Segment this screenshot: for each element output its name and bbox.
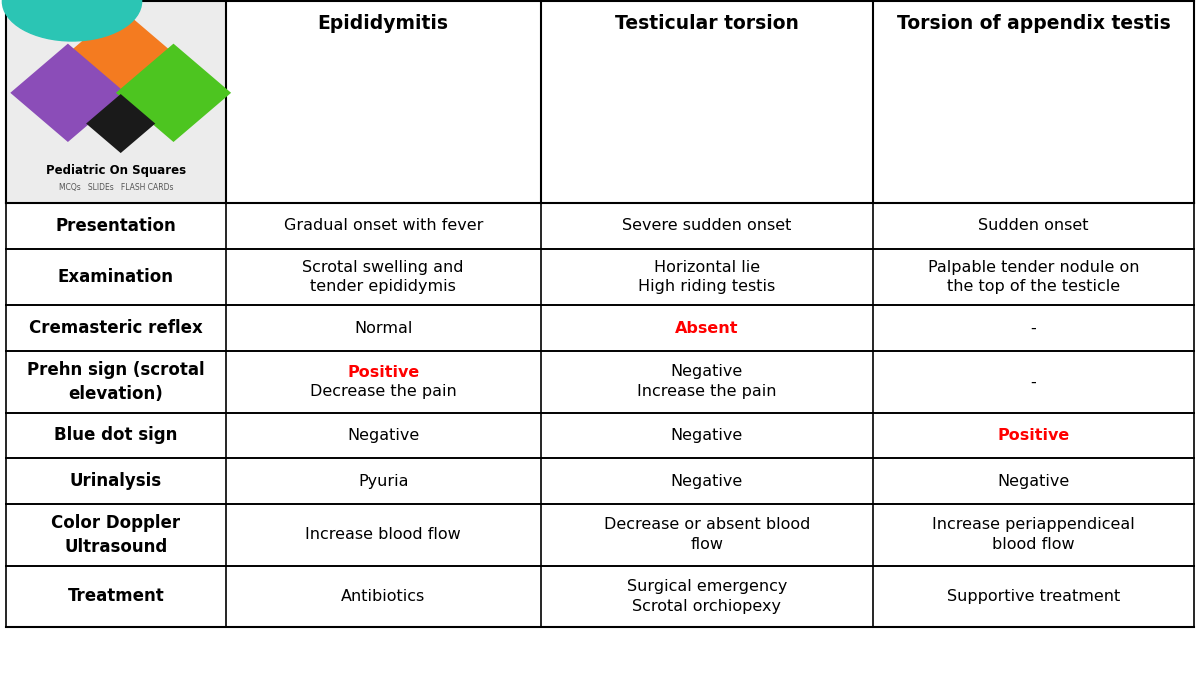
Polygon shape — [116, 44, 232, 142]
Polygon shape — [86, 94, 155, 153]
Text: Epididymitis: Epididymitis — [318, 14, 449, 33]
Text: Decrease or absent blood
flow: Decrease or absent blood flow — [604, 518, 810, 552]
Text: Palpable tender nodule on
the top of the testicle: Palpable tender nodule on the top of the… — [928, 260, 1139, 294]
Text: Negative
Increase the pain: Negative Increase the pain — [637, 365, 776, 399]
Text: Normal: Normal — [354, 321, 413, 335]
Text: Prehn sign (scrotal
elevation): Prehn sign (scrotal elevation) — [28, 361, 205, 402]
Text: Antibiotics: Antibiotics — [341, 589, 425, 604]
Polygon shape — [11, 44, 126, 142]
Text: Testicular torsion: Testicular torsion — [614, 14, 799, 33]
Text: Cremasteric reflex: Cremasteric reflex — [29, 319, 203, 337]
Text: Negative: Negative — [671, 474, 743, 488]
Text: Absent: Absent — [676, 321, 739, 335]
Text: Decrease the pain: Decrease the pain — [310, 384, 456, 399]
Text: Blue dot sign: Blue dot sign — [54, 426, 178, 445]
Text: -: - — [1031, 374, 1037, 389]
Text: Torsion of appendix testis: Torsion of appendix testis — [896, 14, 1170, 33]
Text: Scrotal swelling and
tender epididymis: Scrotal swelling and tender epididymis — [302, 260, 464, 294]
Text: Sudden onset: Sudden onset — [978, 219, 1088, 233]
Text: Urinalysis: Urinalysis — [70, 472, 162, 490]
Text: Negative: Negative — [671, 428, 743, 443]
Text: Increase periappendiceal
blood flow: Increase periappendiceal blood flow — [932, 518, 1135, 552]
Text: Horizontal lie
High riding testis: Horizontal lie High riding testis — [638, 260, 775, 294]
Text: Pediatric On Squares: Pediatric On Squares — [46, 163, 186, 177]
Text: Increase blood flow: Increase blood flow — [305, 527, 461, 542]
Text: Positive: Positive — [347, 365, 419, 380]
Text: Negative: Negative — [347, 428, 419, 443]
Text: Presentation: Presentation — [55, 217, 176, 235]
Circle shape — [2, 0, 142, 41]
Text: Surgical emergency
Scrotal orchiopexy: Surgical emergency Scrotal orchiopexy — [626, 579, 787, 613]
Text: Examination: Examination — [58, 268, 174, 286]
Text: -: - — [1031, 321, 1037, 335]
Text: Pyuria: Pyuria — [358, 474, 408, 488]
Text: Negative: Negative — [997, 474, 1069, 488]
Text: Gradual onset with fever: Gradual onset with fever — [283, 219, 482, 233]
Polygon shape — [64, 8, 179, 107]
Bar — [6, 1, 226, 203]
Text: Severe sudden onset: Severe sudden onset — [623, 219, 792, 233]
Text: Supportive treatment: Supportive treatment — [947, 589, 1121, 604]
Text: Treatment: Treatment — [67, 587, 164, 605]
Text: Color Doppler
Ultrasound: Color Doppler Ultrasound — [52, 514, 180, 555]
Text: Positive: Positive — [997, 428, 1069, 443]
Text: MCQs   SLIDEs   FLASH CARDs: MCQs SLIDEs FLASH CARDs — [59, 183, 173, 193]
